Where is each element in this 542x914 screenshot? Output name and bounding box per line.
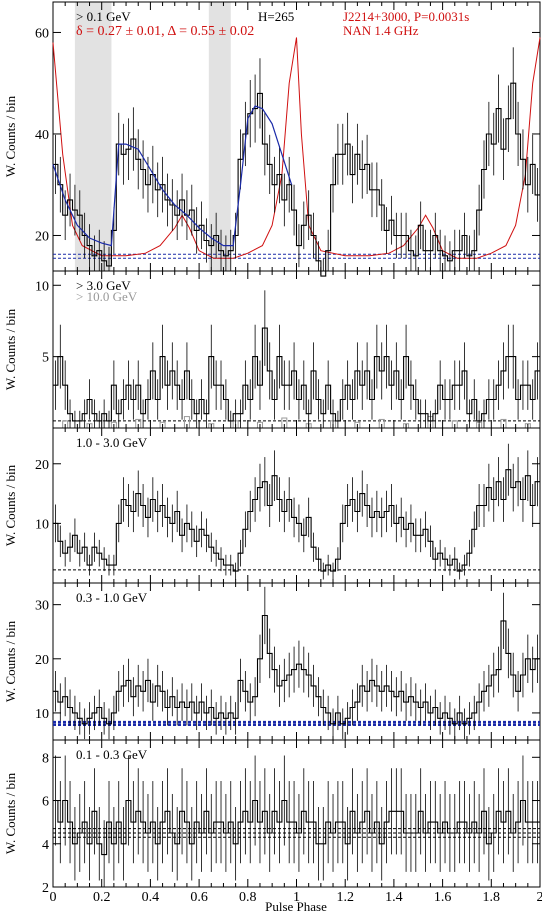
y-tick-label: 20 [35, 458, 49, 473]
radio-label: NAN 1.4 GHz [343, 23, 419, 38]
shaded-region-2 [208, 2, 231, 271]
x-tick-label: 0.4 [142, 890, 160, 905]
x-tick-label: 2 [537, 890, 542, 905]
energy-band-label: > 0.1 GeV [76, 9, 131, 24]
panel-frame [52, 582, 541, 741]
x-tick-label: 1.2 [336, 890, 354, 905]
x-tick-label: 0.2 [93, 890, 111, 905]
x-tick-label: 0.8 [239, 890, 257, 905]
shaded-region-1 [74, 2, 112, 271]
x-tick-label: 1.8 [483, 890, 501, 905]
histogram-line [53, 82, 540, 277]
y-tick-label: 40 [35, 128, 49, 143]
y-axis-label: W. Counts / bin [3, 772, 18, 854]
fit-params-label: δ = 0.27 ± 0.01, Δ = 0.55 ± 0.02 [76, 24, 254, 39]
y-tick-label: 10 [35, 707, 49, 722]
y-axis-label: W. Counts / bin [3, 620, 18, 702]
y-tick-label: 6 [42, 795, 49, 810]
fit-curve-line [52, 105, 293, 247]
y-tick-label: 8 [42, 751, 49, 766]
radio-profile-line [52, 37, 541, 259]
histogram-line [53, 799, 540, 856]
y-tick-label: 20 [35, 653, 49, 668]
x-tick-label: 1.6 [434, 890, 452, 905]
y-axis-label: W. Counts / bin [3, 95, 18, 177]
x-tick-label: 0.6 [190, 890, 208, 905]
energy-band-label: 0.1 - 0.3 GeV [76, 747, 148, 762]
y-axis-label: W. Counts / bin [3, 464, 18, 546]
panel-4: 10 20 30 W. Counts / bin 0.3 - 1.0 GeV [3, 582, 541, 741]
energy-band-label: > 3.0 GeV [76, 278, 131, 293]
histogram-line [53, 327, 540, 422]
y-tick-label: 5 [42, 351, 49, 366]
histogram-line [53, 469, 540, 572]
energy-band-label-2: > 10.0 GeV [76, 289, 138, 304]
histogram-line [53, 614, 540, 725]
x-tick-label: 1.4 [385, 890, 403, 905]
h-test-label: H=265 [258, 9, 294, 24]
y-tick-label: 10 [35, 279, 49, 294]
energy-band-label: 0.3 - 1.0 GeV [76, 590, 148, 605]
y-axis-label: W. Counts / bin [3, 308, 18, 390]
y-tick-label: 30 [35, 599, 49, 614]
x-axis-label: Pulse Phase [265, 899, 327, 914]
y-tick-label: 60 [35, 26, 49, 41]
y-tick-label: 20 [35, 229, 49, 244]
y-tick-label: 10 [35, 517, 49, 532]
panel-5: 2 4 6 8 W. Counts / bin 0.1 - 0.3 GeV [3, 739, 541, 896]
y-tick-label: 4 [42, 838, 49, 853]
x-tick-label: 1 [293, 890, 300, 905]
x-tick-labels: 0 0.2 0.4 0.6 0.8 1 1.2 1.4 1.6 1.8 2 [50, 890, 542, 905]
panel-3: 10 20 W. Counts / bin 1.0 - 3.0 GeV [3, 427, 541, 584]
x-tick-label: 0 [50, 890, 57, 905]
energy-band-label: 1.0 - 3.0 GeV [76, 435, 148, 450]
source-label: J2214+3000, P=0.0031s [343, 9, 469, 24]
panel-2: 5 10 W. Counts / bin > 3.0 GeV> 10.0 GeV [3, 270, 541, 429]
y-tick-label: 2 [42, 881, 49, 896]
